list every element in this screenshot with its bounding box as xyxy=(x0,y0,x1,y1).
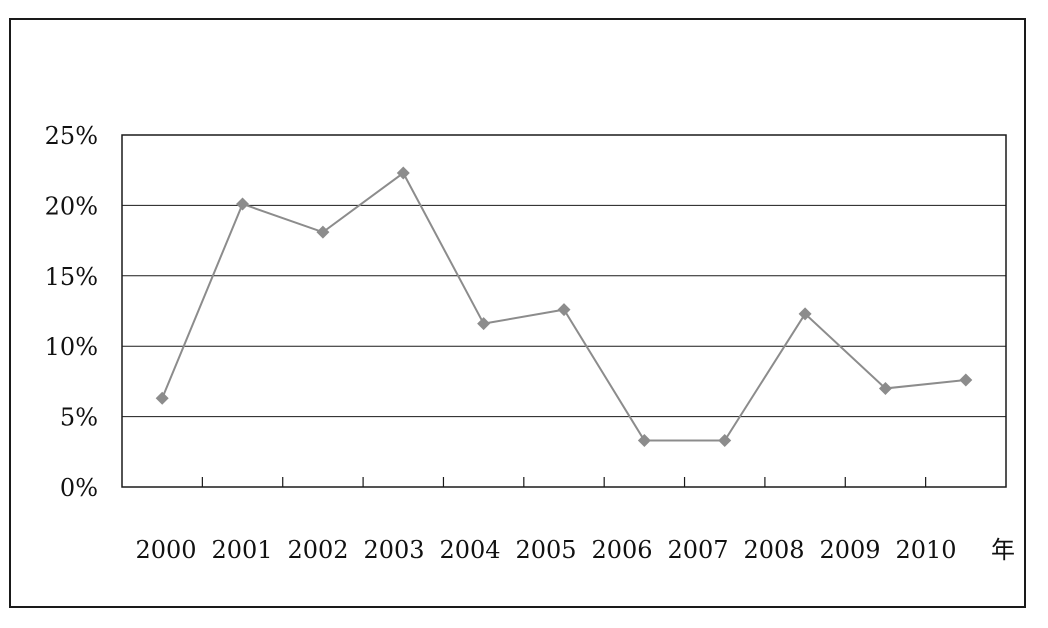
x-axis-label: 年 xyxy=(991,536,1015,564)
x-tick-label: 2004 xyxy=(439,536,500,564)
x-tick-label: 2006 xyxy=(591,536,652,564)
data-point-marker xyxy=(396,166,410,180)
x-tick-labels: 2000 2001 2002 2003 2004 2005 2006 2007 2008 2009… xyxy=(135,536,956,564)
x-tick-label: 2001 xyxy=(211,536,272,564)
data-point-marker xyxy=(477,317,491,331)
chart-frame xyxy=(9,18,1026,608)
y-tick-labels: 0% 5% 10% 15% 20% 25% xyxy=(45,122,98,502)
x-tick-label: 2005 xyxy=(515,536,576,564)
data-point-marker xyxy=(236,197,250,211)
series xyxy=(155,166,973,448)
x-tick-label: 2009 xyxy=(819,536,880,564)
x-tick-label: 2003 xyxy=(363,536,424,564)
y-tick-label: 20% xyxy=(45,192,98,220)
y-tick-label: 0% xyxy=(60,474,98,502)
data-point-marker xyxy=(557,303,571,317)
y-tick-label: 5% xyxy=(60,404,98,432)
x-tick-marks xyxy=(201,477,927,487)
x-tick-label: 2008 xyxy=(743,536,804,564)
data-point-marker xyxy=(718,434,732,448)
x-tick-label: 2007 xyxy=(667,536,728,564)
data-point-marker xyxy=(316,225,330,239)
y-tick-label: 15% xyxy=(45,263,98,291)
x-tick-label: 2000 xyxy=(135,536,196,564)
y-tick-label: 10% xyxy=(45,333,98,361)
data-point-marker xyxy=(959,373,973,387)
data-point-marker xyxy=(878,381,892,395)
plot-area-border xyxy=(121,134,1007,488)
data-point-marker xyxy=(637,434,651,448)
gridlines xyxy=(122,204,1006,418)
data-point-marker xyxy=(155,391,169,405)
data-point-marker xyxy=(798,307,812,321)
x-tick-label: 2002 xyxy=(287,536,348,564)
x-tick-label: 2010 xyxy=(895,536,956,564)
y-tick-label: 25% xyxy=(45,122,98,150)
